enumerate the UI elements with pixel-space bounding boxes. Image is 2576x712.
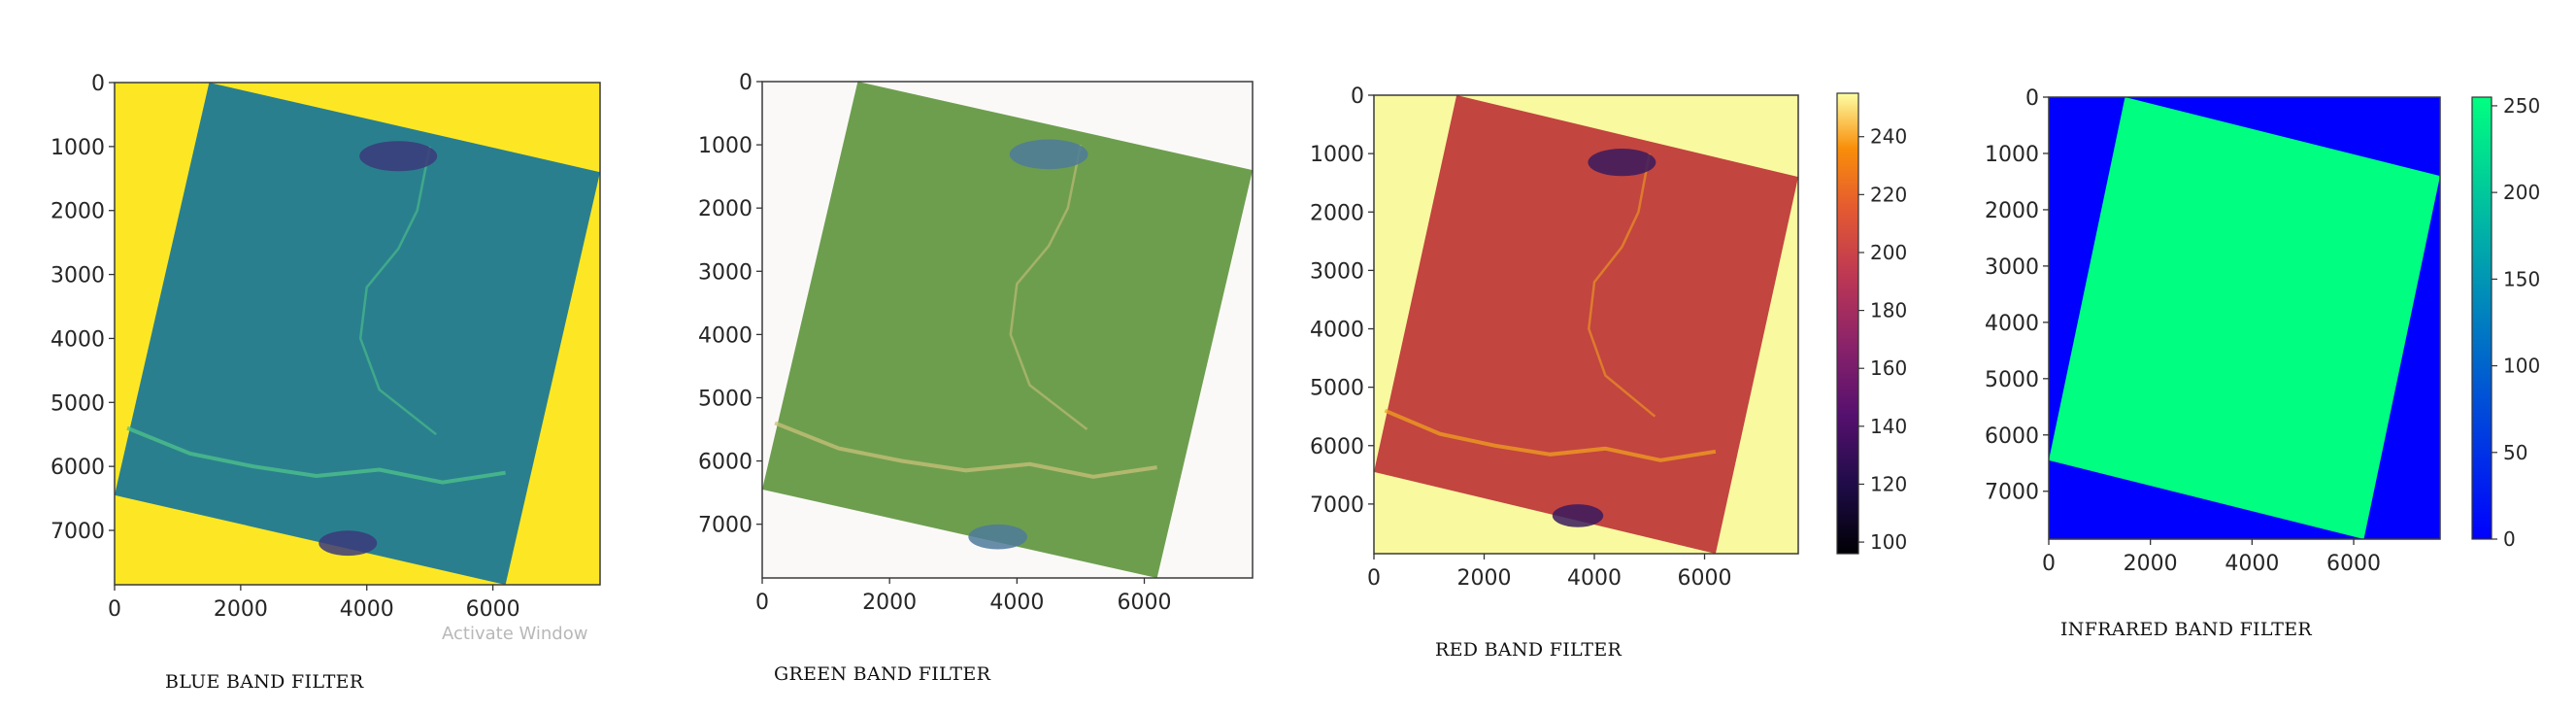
x-tick-label: 4000 <box>989 591 1044 615</box>
x-tick-label: 0 <box>755 591 769 615</box>
caption-blue-band: BLUE BAND FILTER <box>165 671 364 693</box>
x-tick-label: 4000 <box>340 597 394 622</box>
y-tick-label: 5000 <box>1310 377 1364 401</box>
x-tick-label: 2000 <box>1457 566 1512 591</box>
y-tick-label: 6000 <box>1985 424 2039 449</box>
colorbar-tick-label: 160 <box>1870 356 1907 380</box>
river-feature <box>1384 408 1717 462</box>
scene-footprint <box>2049 97 2440 539</box>
y-tick-label: 7000 <box>698 514 753 538</box>
river-feature <box>1009 144 1088 430</box>
y-tick-label: 7000 <box>1310 493 1364 518</box>
heatmap-panel-1: 0 2000 4000 6000 0 1000 2000 3000 4000 5000 6000 70… <box>50 72 601 644</box>
y-tick-label: 1000 <box>698 134 753 158</box>
colorbar-tick-label: 50 <box>2503 441 2527 464</box>
axes-frame <box>2048 96 2441 540</box>
heatmap-panel-3: 0 2000 4000 6000 0 1000 2000 3000 4000 5000 6000 70… <box>1310 85 1907 591</box>
scene-footprint <box>115 83 600 585</box>
colorbar-tick-label: 150 <box>2503 267 2540 290</box>
x-tick-label: 2000 <box>862 591 917 615</box>
watermark-text: Activate Window <box>442 624 587 644</box>
x-tick-label: 0 <box>2042 552 2056 576</box>
y-tick-label: 3000 <box>50 264 105 288</box>
river-feature <box>1588 153 1656 418</box>
colorbar <box>1836 92 1859 555</box>
river-feature <box>358 146 437 436</box>
x-tick-label: 6000 <box>2326 552 2381 576</box>
y-tick-label: 5000 <box>1985 368 2039 392</box>
colorbar-tick-label: 200 <box>1870 241 1907 264</box>
y-tick-label: 7000 <box>1985 481 2039 505</box>
colorbar-tick-label: 120 <box>1870 472 1907 495</box>
y-tick-label: 5000 <box>50 391 105 416</box>
lake-feature <box>1009 139 1088 170</box>
x-tick-label: 0 <box>108 597 121 622</box>
x-tick-label: 6000 <box>1118 591 1172 615</box>
river-feature <box>126 425 506 485</box>
y-tick-label: 6000 <box>50 456 105 480</box>
y-tick-label: 3000 <box>1310 259 1364 284</box>
y-tick-label: 0 <box>1351 85 1364 109</box>
colorbar-tick-label: 250 <box>2503 94 2540 118</box>
y-tick-label: 6000 <box>1310 435 1364 459</box>
x-tick-label: 6000 <box>466 597 520 622</box>
colorbar-tick-label: 0 <box>2503 527 2516 551</box>
lake-feature <box>968 524 1027 550</box>
colorbar-tick-label: 100 <box>1870 530 1907 554</box>
y-tick-label: 0 <box>2025 86 2039 111</box>
x-tick-label: 4000 <box>1567 566 1622 591</box>
y-tick-label: 2000 <box>698 197 753 221</box>
y-tick-label: 4000 <box>50 327 105 352</box>
y-tick-label: 0 <box>91 72 105 96</box>
axes-frame <box>1373 94 1799 555</box>
y-tick-label: 4000 <box>698 323 753 348</box>
caption-infrared-band: INFRARED BAND FILTER <box>2060 619 2312 640</box>
y-tick-label: 1000 <box>50 136 105 160</box>
caption-red-band: RED BAND FILTER <box>1435 639 1623 661</box>
y-tick-label: 2000 <box>1310 201 1364 225</box>
y-tick-label: 1000 <box>1985 143 2039 167</box>
y-tick-label: 4000 <box>1310 319 1364 343</box>
heatmap-panel-4: 0 2000 4000 6000010002000300040005000600070… <box>1985 86 2540 576</box>
lake-feature <box>1552 504 1604 527</box>
scene-footprint <box>762 82 1253 578</box>
y-tick-label: 7000 <box>50 520 105 544</box>
axes-frame <box>761 81 1254 579</box>
colorbar-tick-label: 200 <box>2503 181 2540 204</box>
y-tick-label: 3000 <box>1985 255 2039 280</box>
y-tick-label: 4000 <box>1985 312 2039 336</box>
scene-footprint <box>1374 95 1798 554</box>
y-tick-label: 2000 <box>50 200 105 224</box>
heatmap-panel-2: 0 2000 4000 6000 0 1000 2000 3000 4000 5000 6000 70… <box>698 71 1254 615</box>
colorbar-tick-label: 240 <box>1870 125 1907 149</box>
lake-feature <box>318 530 378 557</box>
axes-frame <box>114 82 601 586</box>
y-tick-label: 0 <box>739 71 753 95</box>
colorbar-tick-label: 100 <box>2503 355 2540 378</box>
caption-green-band: GREEN BAND FILTER <box>774 663 991 685</box>
river-feature <box>774 421 1157 479</box>
x-tick-label: 6000 <box>1678 566 1732 591</box>
y-tick-label: 2000 <box>1985 199 2039 223</box>
colorbar <box>2471 96 2492 540</box>
lake-feature <box>359 141 438 172</box>
x-tick-label: 2000 <box>2124 552 2178 576</box>
y-tick-label: 1000 <box>1310 143 1364 167</box>
colorbar-tick-label: 220 <box>1870 183 1907 206</box>
y-tick-label: 5000 <box>698 387 753 411</box>
colorbar-tick-label: 140 <box>1870 415 1907 438</box>
x-tick-label: 0 <box>1367 566 1381 591</box>
y-tick-label: 6000 <box>698 451 753 475</box>
y-tick-label: 3000 <box>698 260 753 285</box>
x-tick-label: 2000 <box>214 597 268 622</box>
lake-feature <box>1588 148 1656 177</box>
colorbar-tick-label: 180 <box>1870 299 1907 322</box>
x-tick-label: 4000 <box>2225 552 2279 576</box>
